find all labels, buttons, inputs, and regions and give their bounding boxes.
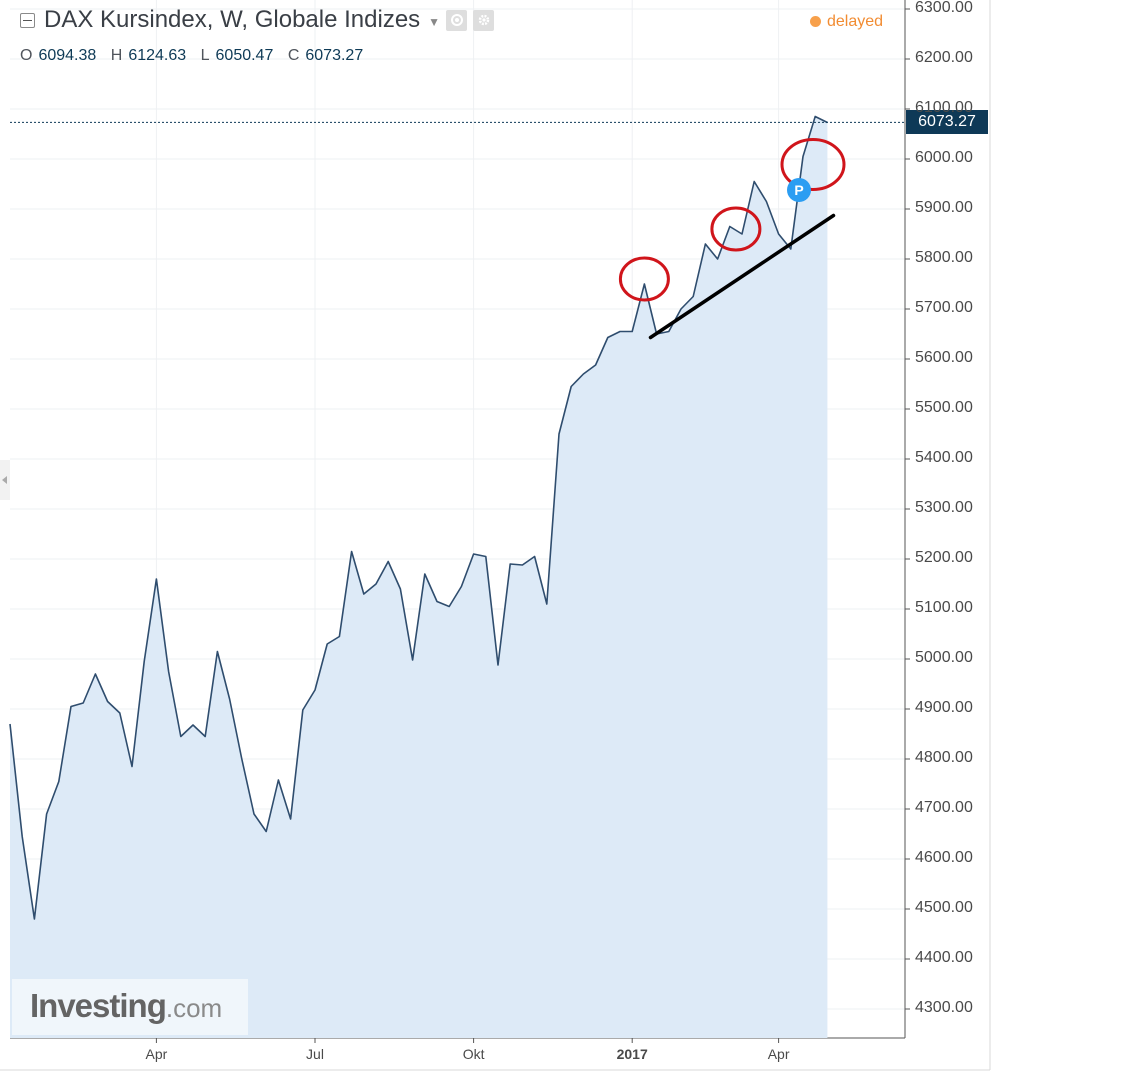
high-label: H — [110, 47, 123, 64]
y-tick-label: 5900.00 — [915, 199, 973, 216]
logo-brand: Investing — [30, 987, 167, 1024]
area-fill — [10, 116, 828, 1038]
x-tick-label: 2017 — [616, 1046, 648, 1062]
event-marker-badge[interactable]: P — [787, 178, 811, 202]
investing-logo: Investing.com — [12, 979, 248, 1035]
y-tick-label: 5700.00 — [915, 299, 973, 316]
caret-down-icon[interactable]: ▼ — [428, 15, 441, 29]
y-tick-label: 4500.00 — [915, 899, 973, 916]
chart-title: DAX Kursindex, W, Globale Indizes — [44, 6, 421, 33]
y-tick-label: 6000.00 — [915, 149, 973, 166]
y-tick-label: 5200.00 — [915, 549, 973, 566]
close-value: 6073.27 — [305, 47, 364, 64]
high-value: 6124.63 — [128, 47, 187, 64]
y-tick-label: 5000.00 — [915, 649, 973, 666]
status-dot-icon — [810, 16, 821, 27]
side-panel-handle[interactable] — [0, 460, 10, 500]
open-value: 6094.38 — [38, 47, 97, 64]
y-tick-label: 4700.00 — [915, 799, 973, 816]
trend-line — [648, 213, 836, 340]
y-tick-label: 5600.00 — [915, 349, 973, 366]
y-tick-label: 5100.00 — [915, 599, 973, 616]
gear-icon[interactable] — [473, 9, 495, 31]
y-tick-label: 4800.00 — [915, 749, 973, 766]
x-tick-label: Okt — [462, 1046, 485, 1062]
last-price-tag: 6073.27 — [906, 110, 988, 134]
ohlc-values: O 6094.38 H 6124.63 L 6050.47 C 6073.27 — [20, 47, 373, 65]
logo-domain: .com — [165, 993, 223, 1023]
y-tick-label: 4900.00 — [915, 699, 973, 716]
open-label: O — [20, 47, 33, 64]
chart-header: DAX Kursindex, W, Globale Indizes ▼ — [20, 6, 495, 34]
y-tick-label: 5800.00 — [915, 249, 973, 266]
y-tick-label: 4600.00 — [915, 849, 973, 866]
delayed-label: delayed — [827, 13, 884, 30]
peak-circle — [618, 256, 670, 302]
y-tick-label: 5500.00 — [915, 399, 973, 416]
y-tick-label: 4400.00 — [915, 949, 973, 966]
collapse-icon[interactable] — [20, 12, 35, 28]
y-tick-label: 5300.00 — [915, 499, 973, 516]
delayed-status: delayed — [810, 13, 883, 31]
low-label: L — [200, 47, 210, 64]
y-tick-label: 6200.00 — [915, 49, 973, 66]
low-value: 6050.47 — [215, 47, 274, 64]
price-line — [9, 115, 828, 920]
close-label: C — [287, 47, 300, 64]
y-tick-label: 6100.00 — [915, 99, 973, 116]
x-tick-label: Apr — [145, 1046, 168, 1062]
x-tick-label: Jul — [306, 1046, 324, 1062]
peak-circle — [710, 206, 762, 252]
y-tick-label: 4300.00 — [915, 999, 973, 1016]
x-tick-label: Apr — [767, 1046, 790, 1062]
y-tick-label: 5400.00 — [915, 449, 973, 466]
peak-circle — [780, 138, 846, 191]
y-tick-label: 6300.00 — [915, 0, 973, 16]
eye-icon[interactable] — [446, 9, 468, 31]
